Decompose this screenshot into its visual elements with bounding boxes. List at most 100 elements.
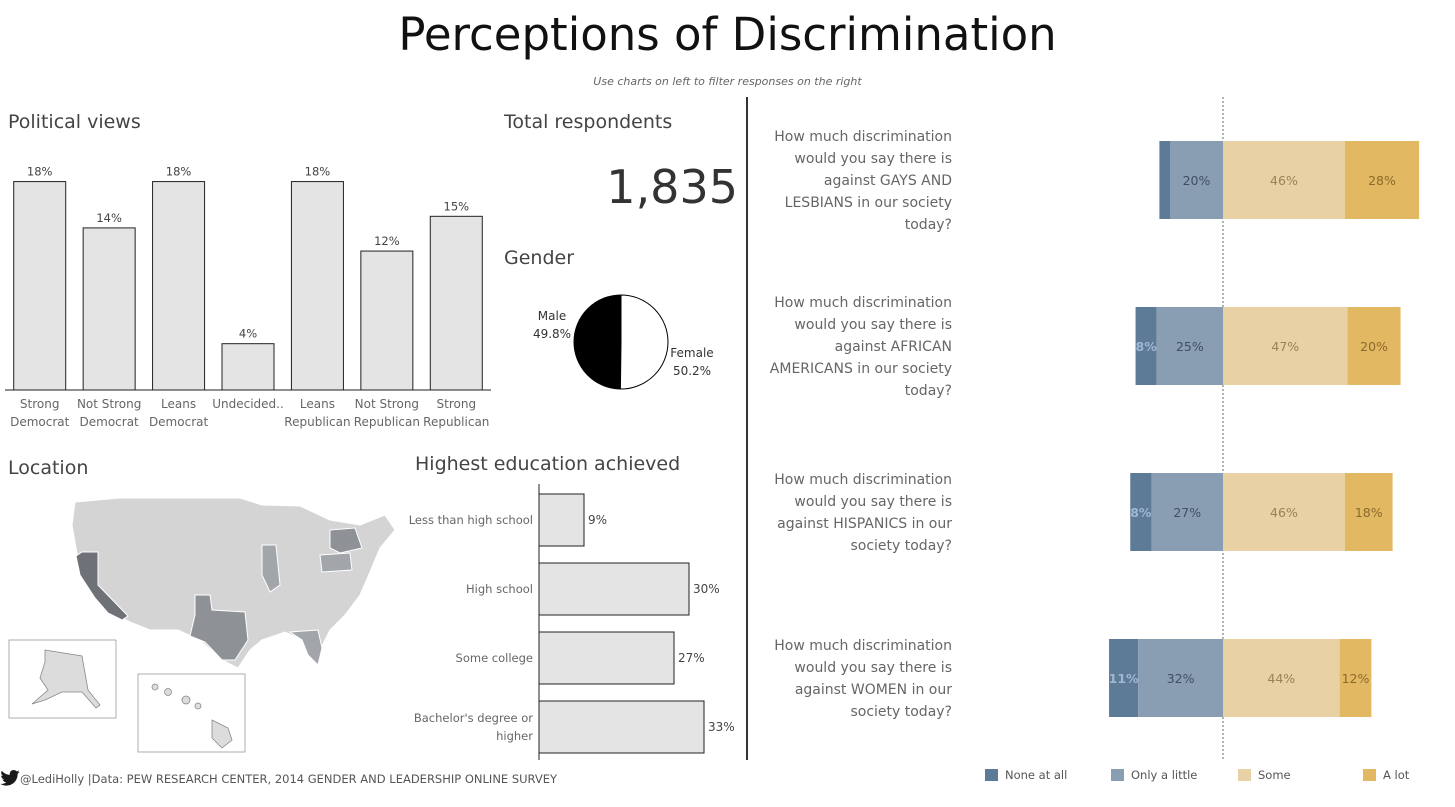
stacked-segment-label: 18% [1355,505,1383,520]
questions-panel: How much discrimination would you say the… [760,90,1450,760]
footer-source: |Data: PEW RESEARCH CENTER, 2014 GENDER … [84,772,558,786]
political-bar[interactable] [360,250,414,391]
page-subtitle: Use charts on left to filter responses o… [593,75,862,88]
question-line: against AFRICAN [834,339,952,355]
education-chart[interactable]: 9% Less than high school 30% High school 27%… [405,482,740,762]
political-views-chart[interactable]: 18% Strong Democrat 14% Not Strong Democrat 18… [0,145,500,435]
legend-label: None at all [1005,768,1068,782]
gender-slice[interactable] [619,294,669,390]
total-respondents-title: Total respondents [504,111,673,133]
stacked-segment-label: 47% [1271,339,1299,354]
question-line: How much discrimination [774,638,952,654]
education-category-label: Bachelor's degree or [414,711,533,725]
stacked-segment-label: 32% [1167,671,1195,686]
question-line: How much discrimination [774,472,952,488]
state-new-york[interactable] [329,527,363,554]
stacked-segment[interactable] [1138,639,1223,717]
education-bar-label: 27% [678,651,705,665]
education-title: Highest education achieved [415,453,681,475]
legend: None at all Only a little Some A lot [985,768,1455,788]
political-category-label: Democrat [149,415,209,429]
stacked-segment-label: 44% [1267,671,1295,686]
question-line: would you say there is [794,317,952,333]
stacked-segment[interactable] [1151,473,1223,551]
stacked-segment[interactable] [1344,141,1420,219]
stacked-segment-label: 25% [1176,339,1204,354]
political-bar[interactable] [429,215,483,391]
legend-label: Only a little [1131,768,1198,782]
footer-handle[interactable]: @LediHolly [20,772,85,786]
stacked-segment-label: 28% [1368,173,1396,188]
page-title: Perceptions of Discrimination [398,8,1057,61]
state-alaska[interactable] [31,649,101,709]
stacked-segment[interactable] [1130,473,1152,551]
stacked-segment[interactable] [1223,473,1345,551]
panel-divider [746,97,748,760]
legend-item[interactable]: Some [1238,768,1291,782]
total-respondents-value: 1,835 [606,160,738,214]
gender-slice[interactable] [573,294,622,390]
legend-item[interactable]: A lot [1363,768,1409,782]
question-line: society today? [850,538,952,554]
gender-slice-value: 50.2% [673,364,711,378]
question-line: LESBIANS in our society [784,195,952,211]
question-line: How much discrimination [774,295,952,311]
stacked-segment-label: 8% [1130,505,1152,520]
stacked-segment[interactable] [1339,639,1372,717]
education-bar[interactable] [538,631,675,685]
political-bar[interactable] [13,181,67,391]
legend-item[interactable]: None at all [985,768,1067,782]
state-illinois[interactable] [261,544,281,593]
stacked-segment[interactable] [1135,307,1157,385]
political-category-label: Not Strong [77,397,141,411]
political-category-label: Republican [423,415,489,429]
gender-slice-name: Female [670,346,713,360]
political-bar[interactable] [221,343,275,391]
education-bar[interactable] [538,562,690,616]
education-bar-label: 33% [708,720,735,734]
stacked-segment-label: 46% [1270,505,1298,520]
stacked-segment[interactable] [1109,639,1139,717]
political-bar-label: 18% [305,165,331,179]
state-hawaii[interactable] [151,683,233,749]
education-bar[interactable] [538,493,585,547]
political-bar-label: 14% [96,211,122,225]
education-bar-label: 30% [693,582,720,596]
political-bar[interactable] [152,181,206,391]
political-category-label: Strong [20,397,60,411]
state-florida[interactable] [288,629,323,666]
us-map[interactable] [0,490,405,760]
political-bar[interactable] [290,181,344,391]
stacked-segment[interactable] [1170,141,1223,219]
question-label: How much discrimination would you say the… [767,126,952,236]
question-line: society today? [850,704,952,720]
stacked-segment-label: 8% [1136,339,1158,354]
gender-pie-chart[interactable]: Male 49.8% Female 50.2% [500,280,740,405]
legend-label: Some [1258,768,1291,782]
political-bar-label: 18% [166,165,192,179]
footer: @LediHolly |Data: PEW RESEARCH CENTER, 2… [0,770,557,786]
stacked-segment[interactable] [1159,141,1170,219]
twitter-bird-icon [0,770,20,786]
stacked-segment[interactable] [1347,307,1401,385]
gender-slice-value: 49.8% [533,327,571,341]
stacked-segment[interactable] [1344,473,1393,551]
discrimination-stacked-chart[interactable]: 20% 46% 28% 8% 25% 47% 20% 8% 27% 46% 18% 11% 32% 44%… [960,97,1450,760]
stacked-segment[interactable] [1223,141,1345,219]
political-bar[interactable] [82,227,136,391]
state-pennsylvania[interactable] [319,552,353,573]
legend-item[interactable]: Only a little [1111,768,1197,782]
political-category-label: Leans [161,397,196,411]
political-category-label: Republican [284,415,350,429]
stacked-segment[interactable] [1223,639,1340,717]
question-line: today? [904,383,952,399]
question-line: against WOMEN in our [794,682,952,698]
legend-label: A lot [1383,768,1410,782]
stacked-segment[interactable] [1223,307,1348,385]
gender-slice-name: Male [538,309,566,323]
stacked-segment[interactable] [1156,307,1223,385]
political-views-title: Political views [8,111,141,133]
education-bar[interactable] [538,700,705,754]
state-texas[interactable] [189,594,249,661]
state-california[interactable] [75,551,129,621]
